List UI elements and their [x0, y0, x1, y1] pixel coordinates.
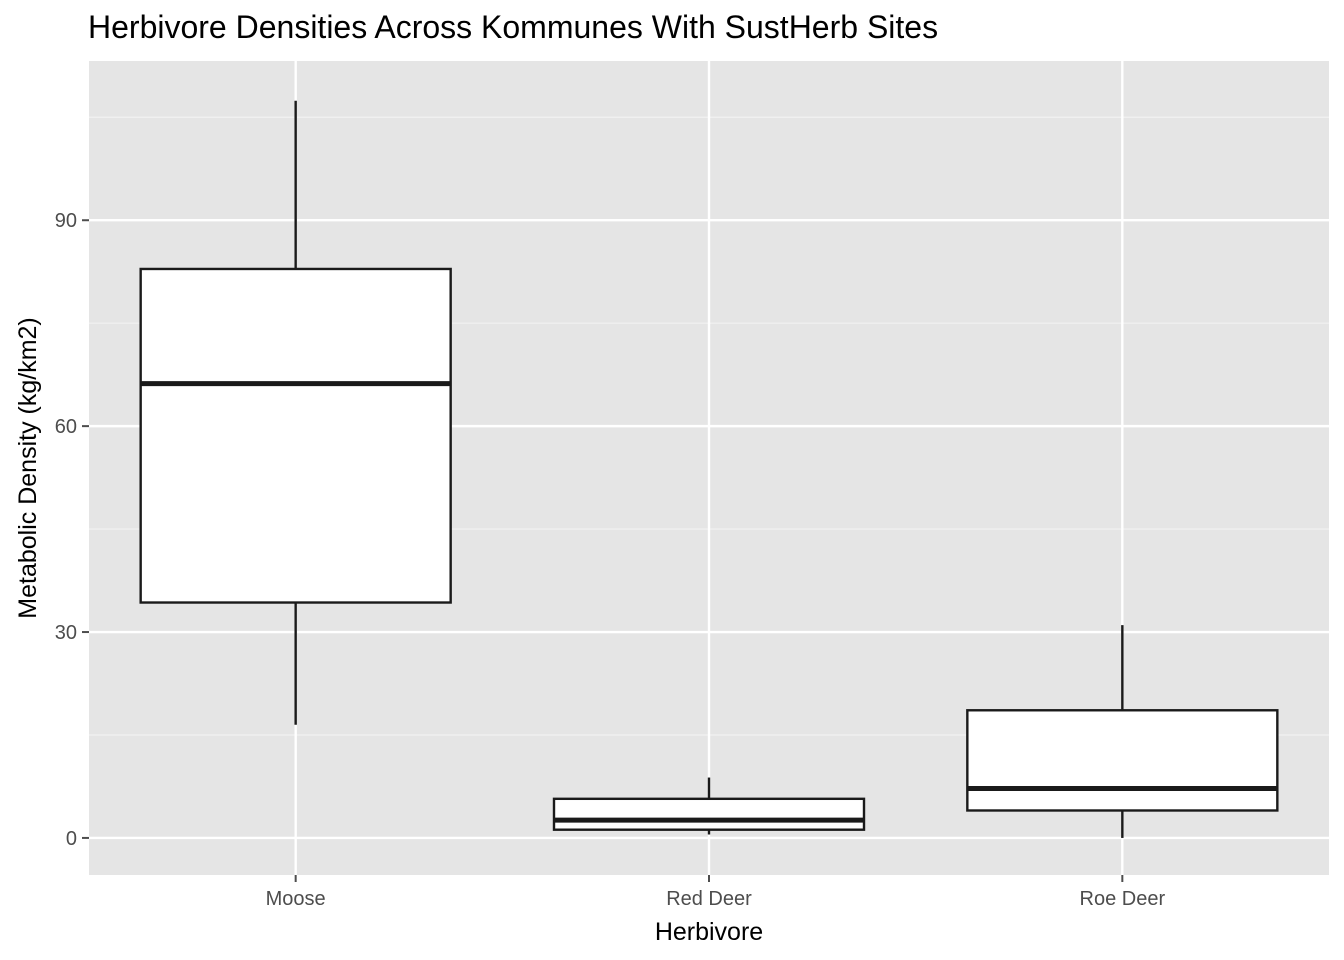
boxes-layer [139, 100, 1279, 838]
x-tick-label: Moose [266, 888, 326, 910]
chart-title: Herbivore Densities Across Kommunes With… [88, 9, 938, 45]
x-tick-label: Red Deer [666, 888, 752, 910]
y-tick-label: 30 [55, 622, 77, 644]
box-iqr [552, 797, 866, 831]
box-iqr [966, 709, 1279, 812]
y-tick-label: 60 [55, 416, 77, 438]
x-tick-label: Roe Deer [1080, 888, 1166, 910]
x-axis-title: Herbivore [655, 918, 763, 946]
y-axis-title: Metabolic Density (kg/km2) [14, 317, 42, 618]
y-tick-label: 0 [66, 828, 77, 850]
x-axis: Moose Red Deer Roe Deer [266, 875, 1166, 910]
y-tick-label: 90 [55, 210, 77, 232]
box-iqr [139, 267, 452, 604]
y-axis: 0 30 60 90 [55, 210, 89, 850]
